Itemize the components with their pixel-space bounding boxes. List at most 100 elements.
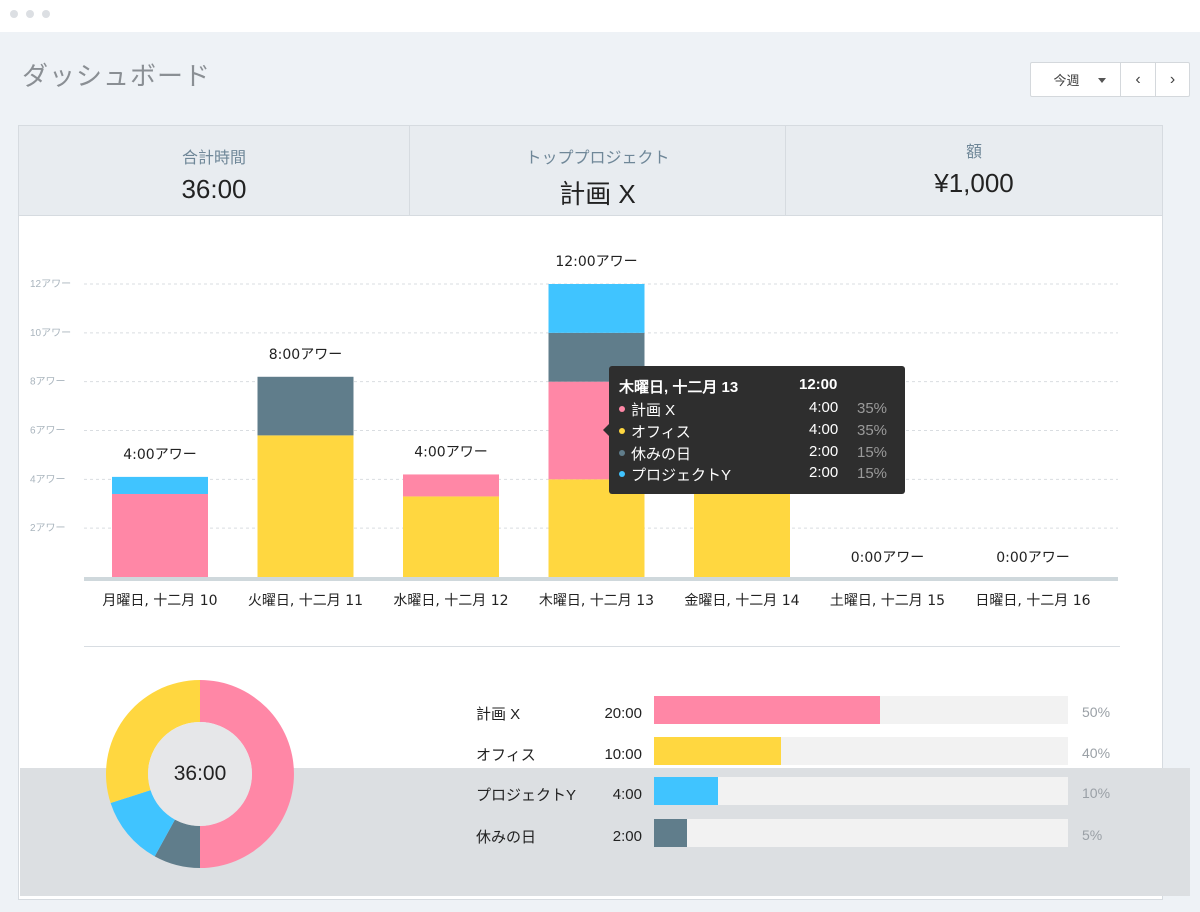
- bar-total-label: 12:00アワー: [555, 254, 637, 270]
- bar-total-label: 8:00アワー: [269, 347, 342, 363]
- summary-amount-label: 額: [965, 144, 982, 161]
- bar-total-label: 4:00アワー: [123, 447, 196, 463]
- tooltip-row-time: 2:00: [809, 443, 839, 460]
- project-bar-fill: [654, 777, 719, 805]
- y-tick-label: 8アワー: [30, 377, 66, 388]
- bar-segment-holiday: [257, 376, 354, 436]
- tooltip-row-name: 計画 X: [631, 402, 676, 419]
- bar-total-label: 0:00アワー: [996, 550, 1069, 566]
- project-pct: 5%: [1082, 827, 1103, 843]
- chart-tooltip: 木曜日, 十二月 13 12:00 計画 X 4:00 35% オフィス 4:0…: [603, 366, 905, 494]
- summary-total-label: 合計時間: [181, 150, 246, 167]
- summary-amount-value: ¥1,000: [934, 168, 1014, 198]
- project-name: オフィス: [476, 747, 536, 764]
- summary-top-project-label: トッププロジェクト: [525, 150, 670, 167]
- tooltip-row-pct: 35%: [857, 422, 888, 439]
- window-dot-icon: [10, 10, 18, 18]
- y-tick-label: 12アワー: [30, 279, 71, 290]
- tooltip-row: 休みの日 2:00 15%: [619, 443, 899, 463]
- tooltip-title: 木曜日, 十二月 13: [619, 379, 739, 396]
- tooltip-row-name: オフィス: [631, 424, 691, 441]
- summary-total-value: 36:00: [181, 174, 247, 204]
- summary-total: 合計時間 36:00: [19, 126, 409, 216]
- x-tick-label: 水曜日, 十二月 12: [393, 593, 508, 609]
- section-divider: [84, 646, 1120, 647]
- project-name: 計画 X: [476, 706, 521, 723]
- week-range-label: 今週: [1053, 73, 1080, 88]
- project-bar-track: [654, 696, 1068, 724]
- tooltip-row-name: プロジェクトY: [631, 467, 732, 484]
- legend-dot-icon: [619, 450, 625, 456]
- project-row: 計画 X 20:00 50%: [476, 696, 1126, 728]
- project-bar-track: [654, 777, 1068, 805]
- x-tick-label: 火曜日, 十二月 11: [248, 593, 363, 609]
- chart-baseline: [84, 577, 1118, 581]
- x-tick-label: 月曜日, 十二月 10: [102, 593, 217, 609]
- tooltip-row-name: 休みの日: [631, 446, 692, 463]
- project-pct: 40%: [1082, 745, 1111, 761]
- donut-slice-holiday: [154, 819, 200, 868]
- week-range-select[interactable]: 今週: [1031, 63, 1121, 96]
- y-tick-label: 6アワー: [30, 426, 66, 437]
- tooltip-row-pct: 35%: [857, 400, 888, 417]
- project-bar-track: [654, 737, 1068, 765]
- tooltip-row: プロジェクトY 2:00 15%: [619, 464, 899, 484]
- donut-hole: [148, 722, 252, 826]
- bar-segment-office: [548, 479, 645, 577]
- bar-total-label: 4:00アワー: [414, 444, 487, 460]
- tooltip-row-pct: 15%: [857, 465, 888, 482]
- legend-dot-icon: [619, 471, 625, 477]
- bar-total-label: 0:00アワー: [851, 550, 924, 566]
- project-bar-track: [654, 819, 1068, 847]
- summary-top-project: トッププロジェクト 計画 X: [409, 126, 785, 216]
- x-tick-label: 日曜日, 十二月 16: [975, 593, 1090, 609]
- bar-segment-plan-x: [403, 474, 499, 497]
- legend-dot-icon: [619, 428, 625, 434]
- donut-slice-plan-x: [200, 680, 294, 868]
- summary-bar: 合計時間 36:00 トッププロジェクト 計画 X 額 ¥1,000: [19, 126, 1162, 216]
- bar-segment-project-y: [548, 284, 645, 333]
- bar-segment-office: [257, 435, 354, 577]
- project-row: オフィス 10:00 40%: [476, 737, 1126, 769]
- project-time: 20:00: [604, 705, 642, 722]
- x-tick-label: 木曜日, 十二月 13: [539, 593, 654, 609]
- tooltip-row-time: 4:00: [809, 421, 839, 438]
- window-dot-icon: [26, 10, 34, 18]
- bar-segment-project-y: [112, 476, 208, 494]
- y-tick-label: 2アワー: [30, 523, 66, 534]
- project-bar-fill: [654, 696, 880, 724]
- project-name: 休みの日: [476, 829, 537, 846]
- chevron-left-icon: ‹: [1135, 70, 1141, 88]
- donut-slice-office: [105, 680, 200, 804]
- project-time: 10:00: [604, 746, 642, 763]
- summary-top-project-value: 計画 X: [559, 179, 636, 209]
- project-bar-fill: [654, 737, 782, 765]
- window-dot-icon: [42, 10, 50, 18]
- tooltip-total: 12:00: [799, 376, 838, 393]
- tooltip-row-time: 2:00: [809, 464, 839, 481]
- project-row: 休みの日 2:00 5%: [476, 819, 1126, 851]
- donut-center-total: 36:00: [173, 762, 227, 785]
- project-time: 4:00: [612, 786, 642, 803]
- bar-segment-plan-x: [112, 493, 208, 577]
- legend-dot-icon: [619, 406, 625, 412]
- tooltip-row: 計画 X 4:00 35%: [619, 399, 899, 419]
- caret-down-icon: [1098, 78, 1106, 83]
- window-titlebar: [0, 0, 1200, 32]
- tooltip-row: オフィス 4:00 35%: [619, 421, 899, 441]
- bar-segment-office: [403, 496, 499, 577]
- project-time: 2:00: [612, 828, 642, 845]
- chevron-right-icon: ›: [1169, 70, 1176, 88]
- project-pct: 50%: [1082, 704, 1111, 720]
- tooltip-row-time: 4:00: [809, 399, 839, 416]
- project-bar-fill: [654, 819, 688, 847]
- y-tick-label: 4アワー: [30, 474, 66, 485]
- week-navigator: 今週 ‹ ›: [1030, 62, 1190, 97]
- tooltip-row-pct: 15%: [857, 444, 888, 461]
- prev-week-button[interactable]: ‹: [1121, 63, 1155, 96]
- project-name: プロジェクトY: [476, 787, 577, 804]
- x-tick-label: 金曜日, 十二月 14: [684, 593, 799, 609]
- project-donut-chart: [105, 680, 294, 868]
- next-week-button[interactable]: ›: [1155, 63, 1189, 96]
- x-tick-label: 土曜日, 十二月 15: [830, 593, 945, 609]
